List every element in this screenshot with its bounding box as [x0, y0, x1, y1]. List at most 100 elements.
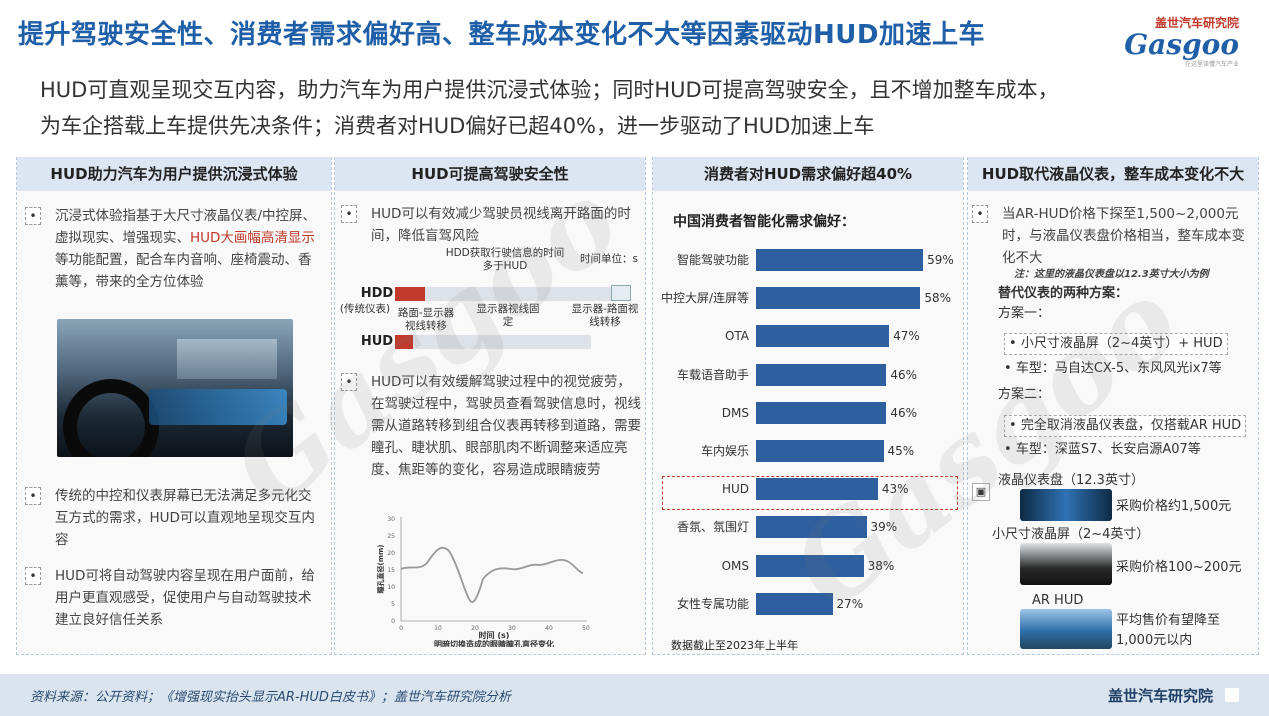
cockpit-photo: [57, 319, 293, 457]
pupil-curve-line: [400, 546, 584, 603]
bullet-icon: •: [1004, 361, 1016, 376]
plan-two-item: • 完全取消液晶仪表盘，仅搭载AR HUD: [1004, 415, 1247, 437]
figure-hdd-label: HDD: [360, 286, 394, 301]
curve-y-tick: 30: [387, 516, 395, 523]
bar-row: 车内娱乐 45%: [653, 440, 965, 462]
hdd-bar: [395, 287, 631, 301]
curve-x-tick: 0: [399, 625, 403, 632]
chart-note: 数据截止至2023年上半年: [671, 639, 798, 652]
bar-value-label: 59%: [927, 253, 954, 267]
bullet-icon: •: [341, 205, 357, 223]
lcd-cluster-title: 液晶仪表盘（12.3英寸）: [998, 473, 1144, 488]
bar: [756, 478, 878, 501]
lcd-cluster-image: [1020, 489, 1112, 521]
bullet-text: HUD可将自动驾驶内容呈现在用户面前，给用户更直观感受，促使用户与自动驾驶技术建…: [55, 568, 315, 628]
bullet-highlight: HUD大画幅高清显示: [190, 230, 315, 246]
bar: [756, 401, 887, 424]
bullet-icon: •: [1009, 418, 1021, 433]
curve-x-tick: 10: [434, 625, 442, 632]
logo-top-text: 盖世汽车研究院: [1154, 16, 1239, 30]
bar-category-label: OMS: [721, 558, 749, 573]
curve-y-tick: 0: [391, 618, 395, 625]
figure-segment-label: 显示器视线固定: [476, 303, 540, 328]
bar: [756, 363, 887, 386]
bar-row: 香氛、氛围灯 39%: [653, 516, 965, 539]
image-icon: ▣: [972, 483, 990, 501]
lcd-cluster-price: 采购价格约1,500元: [1116, 499, 1232, 514]
bullet-icon: •: [972, 205, 988, 223]
bar-category-label: DMS: [721, 405, 749, 420]
subtitle-line-2: 为车企搭载上车提供先决条件；消费者对HUD偏好已超40%，进一步驱动了HUD加速…: [40, 114, 875, 138]
pupil-diameter-chart: 0 5 10 15 20 25 30 0 10 20 30 40 50 瞳孔直径…: [376, 516, 590, 647]
bullet-item: • 当AR-HUD价格下探至1,500~2,000元时，与液晶仪表盘价格相当，整…: [972, 203, 1252, 269]
plan-one-models: 车型：马自达CX-5、东风风光ix7等: [1015, 361, 1222, 376]
figure-unit: 时间单位：s: [580, 253, 638, 265]
footer-brand: 盖世汽车研究院: [1107, 687, 1213, 705]
bar-category-label: 中控大屏/连屏等: [660, 291, 749, 306]
bullet-text: 沉浸式体验指基于大尺寸液晶仪表/中控屏、虚拟现实、增强现实、: [55, 208, 317, 246]
bullet-icon: •: [25, 567, 41, 585]
bullet-text: HUD可以有效缓解驾驶过程中的视觉疲劳，在驾驶过程中，驾驶员查看驾驶信息时，视线…: [371, 374, 641, 478]
bar: [756, 325, 890, 348]
road-view: [177, 339, 277, 379]
hdd-bar-red: [395, 287, 425, 301]
steering-wheel: [63, 379, 159, 457]
bar-value-label: 47%: [893, 329, 920, 344]
figure-hud-label: HUD: [360, 334, 394, 349]
hdd-bar-end: [611, 285, 631, 301]
small-lcd-title: 小尺寸液晶屏（2~4英寸）: [992, 527, 1150, 542]
bullet-item: • HUD可将自动驾驶内容呈现在用户面前，给用户更直观感受，促使用户与自动驾驶技…: [25, 565, 317, 631]
plan-one-item: • 车型：马自达CX-5、东风风光ix7等: [1004, 359, 1222, 379]
small-lcd-image: [1020, 543, 1112, 585]
bar: [756, 249, 924, 271]
bullet-item: • HUD可以有效缓解驾驶过程中的视觉疲劳，在驾驶过程中，驾驶员查看驾驶信息时，…: [341, 371, 641, 481]
panel-safety: HUD可提高驾驶安全性 • HUD可以有效减少驾驶员视线离开路面的时间，降低盲驾…: [334, 157, 646, 655]
bar-category-label: 智能驾驶功能: [676, 253, 749, 267]
bar-category-label: 车内娱乐: [700, 444, 749, 458]
page-title: 提升驾驶安全性、消费者需求偏好高、整车成本变化不大等因素驱动HUD加速上车: [18, 20, 985, 50]
bar-value-label: 45%: [887, 444, 915, 458]
bar-row: DMS 46%: [653, 401, 965, 424]
panel-cost: HUD取代液晶仪表，整车成本变化不大 • 当AR-HUD价格下探至1,500~2…: [967, 157, 1259, 655]
bullet-icon: •: [341, 373, 357, 391]
panel-immersive: HUD助力汽车为用户提供沉浸式体验 • 沉浸式体验指基于大尺寸液晶仪表/中控屏、…: [16, 157, 332, 655]
bullet-item: • 传统的中控和仪表屏幕已无法满足多元化交互方式的需求，HUD可以直观地呈现交互…: [25, 485, 317, 551]
plan-two-item: • 车型：深蓝S7、长安启源A07等: [1004, 440, 1201, 460]
bar-category-label: 车载语音助手: [676, 367, 749, 382]
dashboard-screen: [149, 389, 287, 425]
bar-row: OMS 38%: [653, 554, 965, 577]
bar-row: 女性专属功能 27%: [653, 592, 965, 615]
curve-y-tick: 5: [391, 601, 395, 608]
bar-value-label: 46%: [890, 367, 917, 382]
bar-row: HUD 43%: [653, 478, 965, 501]
panel-heading: HUD可提高驾驶安全性: [335, 157, 645, 191]
panel-heading: HUD助力汽车为用户提供沉浸式体验: [17, 157, 331, 191]
panel-consumer-preference: 消费者对HUD需求偏好超40% 中国消费者智能化需求偏好： 智能驾驶功能 59% 中…: [652, 157, 964, 655]
logo-tagline: 在这里读懂汽车产业: [1184, 61, 1239, 68]
curve-y-tick: 20: [387, 550, 395, 557]
plan-two-config: 完全取消液晶仪表盘，仅搭载AR HUD: [1020, 418, 1242, 433]
cost-note: 注：这里的液晶仪表盘以12.3英寸大小为例: [1014, 269, 1209, 280]
bar: [756, 592, 833, 615]
bar-value-label: 39%: [870, 520, 898, 535]
bar-category-label: OTA: [724, 329, 749, 344]
footer-source: 资料来源：公开资料；《增强现实抬头显示AR-HUD白皮书》；盖世汽车研究院分析: [30, 690, 511, 705]
bar: [756, 440, 884, 462]
bullet-icon: •: [25, 207, 41, 225]
subtitle-line-1: HUD可直观呈现交互内容，助力汽车为用户提供沉浸式体验；同时HUD可提高驾驶安全…: [40, 78, 1059, 102]
curve-caption: 明暗切换造成的眼睛瞳孔直径变化: [434, 639, 554, 647]
bar: [756, 287, 921, 310]
curve-y-tick: 25: [387, 533, 395, 540]
bullet-text: 当AR-HUD价格下探至1,500~2,000元时，与液晶仪表盘价格相当，整车成…: [1002, 206, 1245, 266]
page-number-icon: [1225, 688, 1239, 702]
bar-value-label: 58%: [924, 291, 951, 306]
figure-callout: HDD获取行驶信息的时间多于HUD: [445, 247, 565, 272]
bar-value-label: 46%: [890, 405, 917, 420]
hud-highlight-box: [662, 476, 958, 510]
hdd-hud-timing-figure: HDD获取行驶信息的时间多于HUD 时间单位：s HDD (传统仪表) 路面-显…: [335, 245, 647, 355]
bullet-icon: •: [1009, 336, 1021, 351]
bar-row: 车载语音助手 46%: [653, 363, 965, 386]
curve-x-tick: 50: [582, 625, 590, 632]
bar-row: 中控大屏/连屏等 58%: [653, 287, 965, 310]
plan-one-label: 方案一：: [998, 306, 1051, 321]
